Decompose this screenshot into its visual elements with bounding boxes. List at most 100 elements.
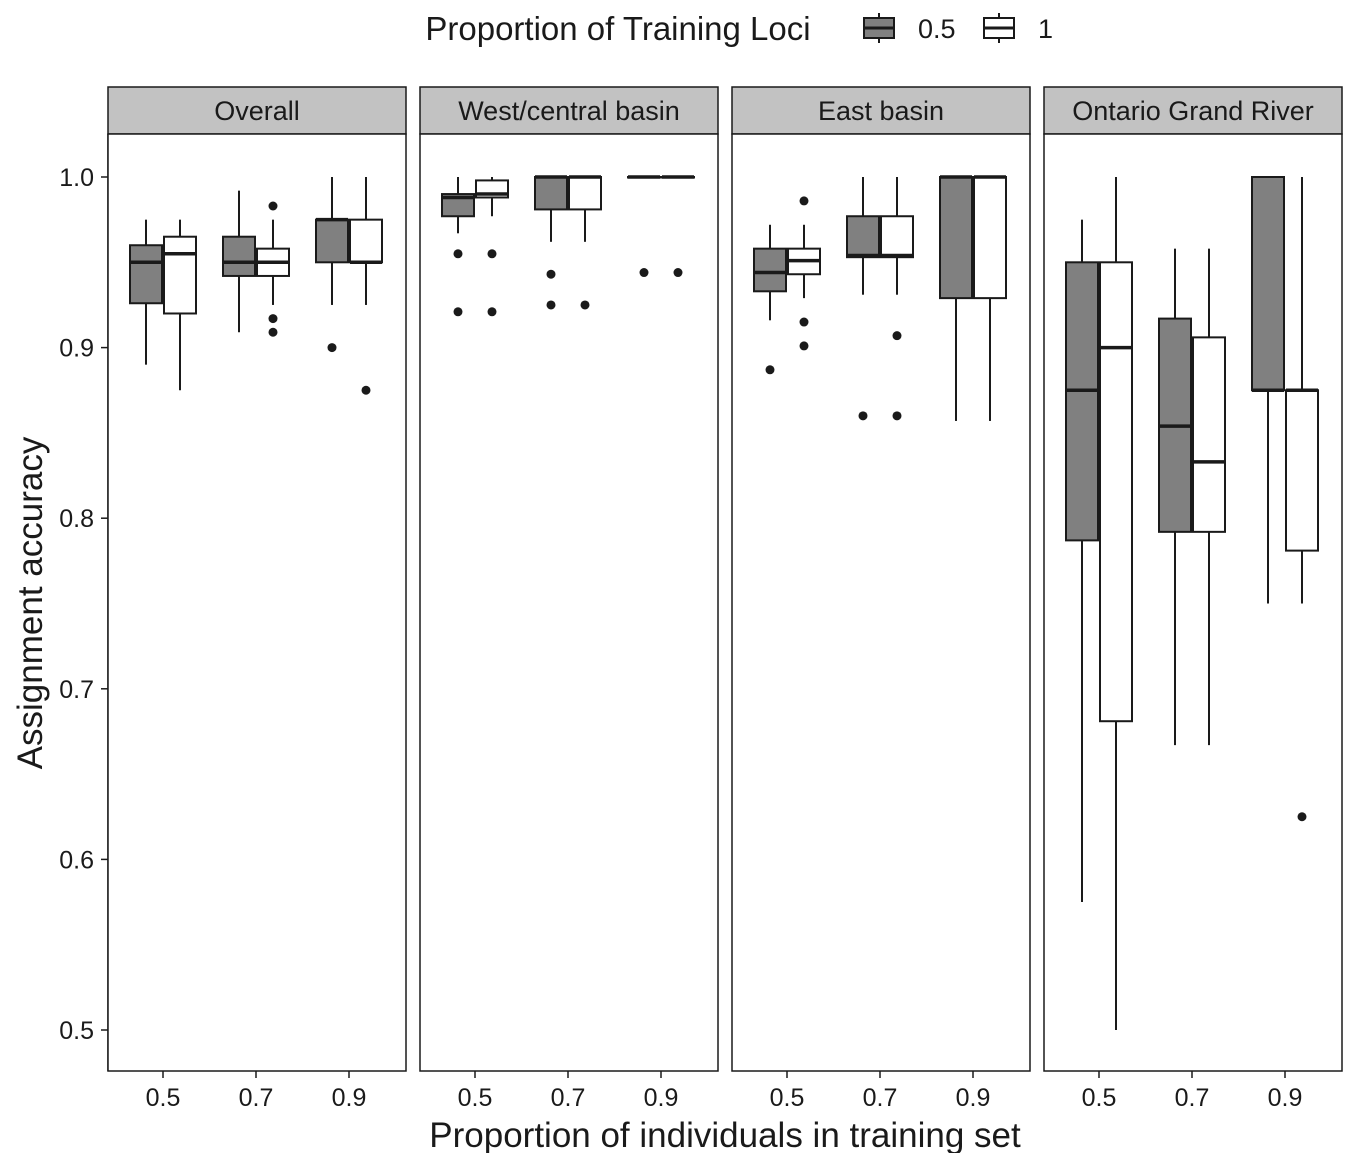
y-tick-label: 0.5 [59,1017,94,1045]
legend-key-1 [983,13,1015,43]
box-east-basin-0.9-loci-0.5 [939,175,973,421]
outlier-point [639,268,649,278]
box-iqr [315,218,349,264]
box-ontario-grand-river-0.7-loci-1 [1192,248,1226,746]
x-tick-label: 0.7 [551,1084,586,1112]
outlier-point [858,411,868,421]
outlier-point [453,249,463,259]
box-east-basin-0.5-loci-0.5 [753,224,787,375]
box-overall-0.5-loci-0.5 [129,219,163,365]
y-tick-label: 1.0 [59,164,94,192]
box-iqr [1065,261,1099,542]
outlier-point [546,269,556,279]
outlier-point [799,341,809,351]
outlier-point [268,314,278,324]
x-tick-label: 0.9 [1268,1084,1303,1112]
box-iqr [1251,176,1285,392]
facet-title: West/central basin [458,96,680,126]
box-ontario-grand-river-0.5-loci-0.5 [1065,219,1099,903]
x-tick-label: 0.5 [458,1084,493,1112]
box-iqr [939,176,973,300]
outlier-point [892,411,902,421]
outlier-point [546,300,556,310]
legend-title: Proportion of Training Loci [425,10,810,47]
facet-panel: East basin 0.5 0.7 0.9 [731,86,1031,1112]
box-iqr [222,235,256,277]
x-tick-label: 0.7 [239,1084,274,1112]
facet-panel: Ontario Grand River 0.5 0.7 0.9 [1043,86,1343,1112]
box-ontario-grand-river-0.7-loci-0.5 [1158,248,1192,746]
box-overall-0.9-loci-1 [349,177,383,395]
facet-panel: West/central basin 0.5 0.7 0.9 [419,86,719,1112]
outlier-point [1297,812,1307,822]
facet-strip [107,86,407,135]
box-east-basin-0.7-loci-0.5 [846,177,880,421]
box-iqr [441,193,475,218]
box-ontario-grand-river-0.9-loci-0.5 [1251,176,1285,604]
facet-title: Ontario Grand River [1072,96,1314,126]
facet-strip [1043,86,1343,135]
outlier-point [268,327,278,337]
x-tick-label: 0.7 [1175,1084,1210,1112]
box-overall-0.9-loci-0.5 [315,177,349,353]
facets: Overall 0.5 0.7 0.9 West/central basin 0.5 0.7… [107,86,1343,1112]
outlier-point [361,385,371,395]
x-tick-label: 0.5 [770,1084,805,1112]
box-iqr [753,247,787,293]
outlier-point [799,196,809,206]
x-tick-label: 0.9 [644,1084,679,1112]
y-tick-label: 0.7 [59,676,94,704]
y-tick-label: 0.6 [59,846,94,874]
outlier-point [799,317,809,327]
box-east-basin-0.5-loci-1 [787,196,821,351]
box-iqr [349,218,383,264]
box-west-central-basin-0.9-loci-0.5 [627,175,661,278]
outlier-point [268,201,278,211]
facet-title: East basin [818,96,944,126]
legend-key-0.5 [863,13,895,43]
box-overall-0.7-loci-0.5 [222,190,256,333]
outlier-point [453,307,463,317]
facet-title: Overall [214,96,300,126]
x-tick-label: 0.7 [863,1084,898,1112]
outlier-point [580,300,590,310]
box-iqr [1285,389,1319,552]
outlier-point [765,365,775,375]
outlier-point [487,307,497,317]
facet-plot-area [419,133,719,1072]
facet-panel: Overall 0.5 0.7 0.9 [107,86,407,1112]
outlier-point [487,249,497,259]
x-tick-label: 0.9 [956,1084,991,1112]
box-ontario-grand-river-0.5-loci-1 [1099,177,1133,1030]
outlier-point [673,268,683,278]
y-tick-label: 0.8 [59,505,94,533]
box-ontario-grand-river-0.9-loci-1 [1285,177,1319,822]
y-tick-label: 0.9 [59,335,94,363]
box-iqr [129,244,163,305]
box-iqr [880,215,914,259]
box-west-central-basin-0.7-loci-0.5 [534,175,568,310]
box-west-central-basin-0.9-loci-1 [661,175,695,278]
box-iqr [846,215,880,259]
x-axis-title: Proportion of individuals in training se… [429,1116,1021,1153]
legend: Proportion of Training Loci 0.5 1 [425,10,1053,47]
box-iqr [973,176,1007,300]
box-west-central-basin-0.5-loci-1 [475,177,509,317]
box-iqr [163,235,197,315]
box-iqr [568,176,602,211]
box-east-basin-0.7-loci-1 [880,177,914,421]
box-overall-0.7-loci-1 [256,201,290,337]
x-tick-label: 0.5 [146,1084,181,1112]
x-tick-label: 0.9 [332,1084,367,1112]
facet-strip [419,86,719,135]
legend-label-1: 1 [1038,14,1053,44]
box-west-central-basin-0.5-loci-0.5 [441,177,475,317]
box-overall-0.5-loci-1 [163,219,197,391]
box-iqr [1192,336,1226,533]
outlier-point [892,331,902,341]
y-axis-title: Assignment accuracy [11,436,50,769]
box-iqr [534,176,568,211]
box-east-basin-0.9-loci-1 [973,175,1007,421]
y-axis: 0.5 0.6 0.7 0.8 0.9 1.0 [59,134,109,1071]
